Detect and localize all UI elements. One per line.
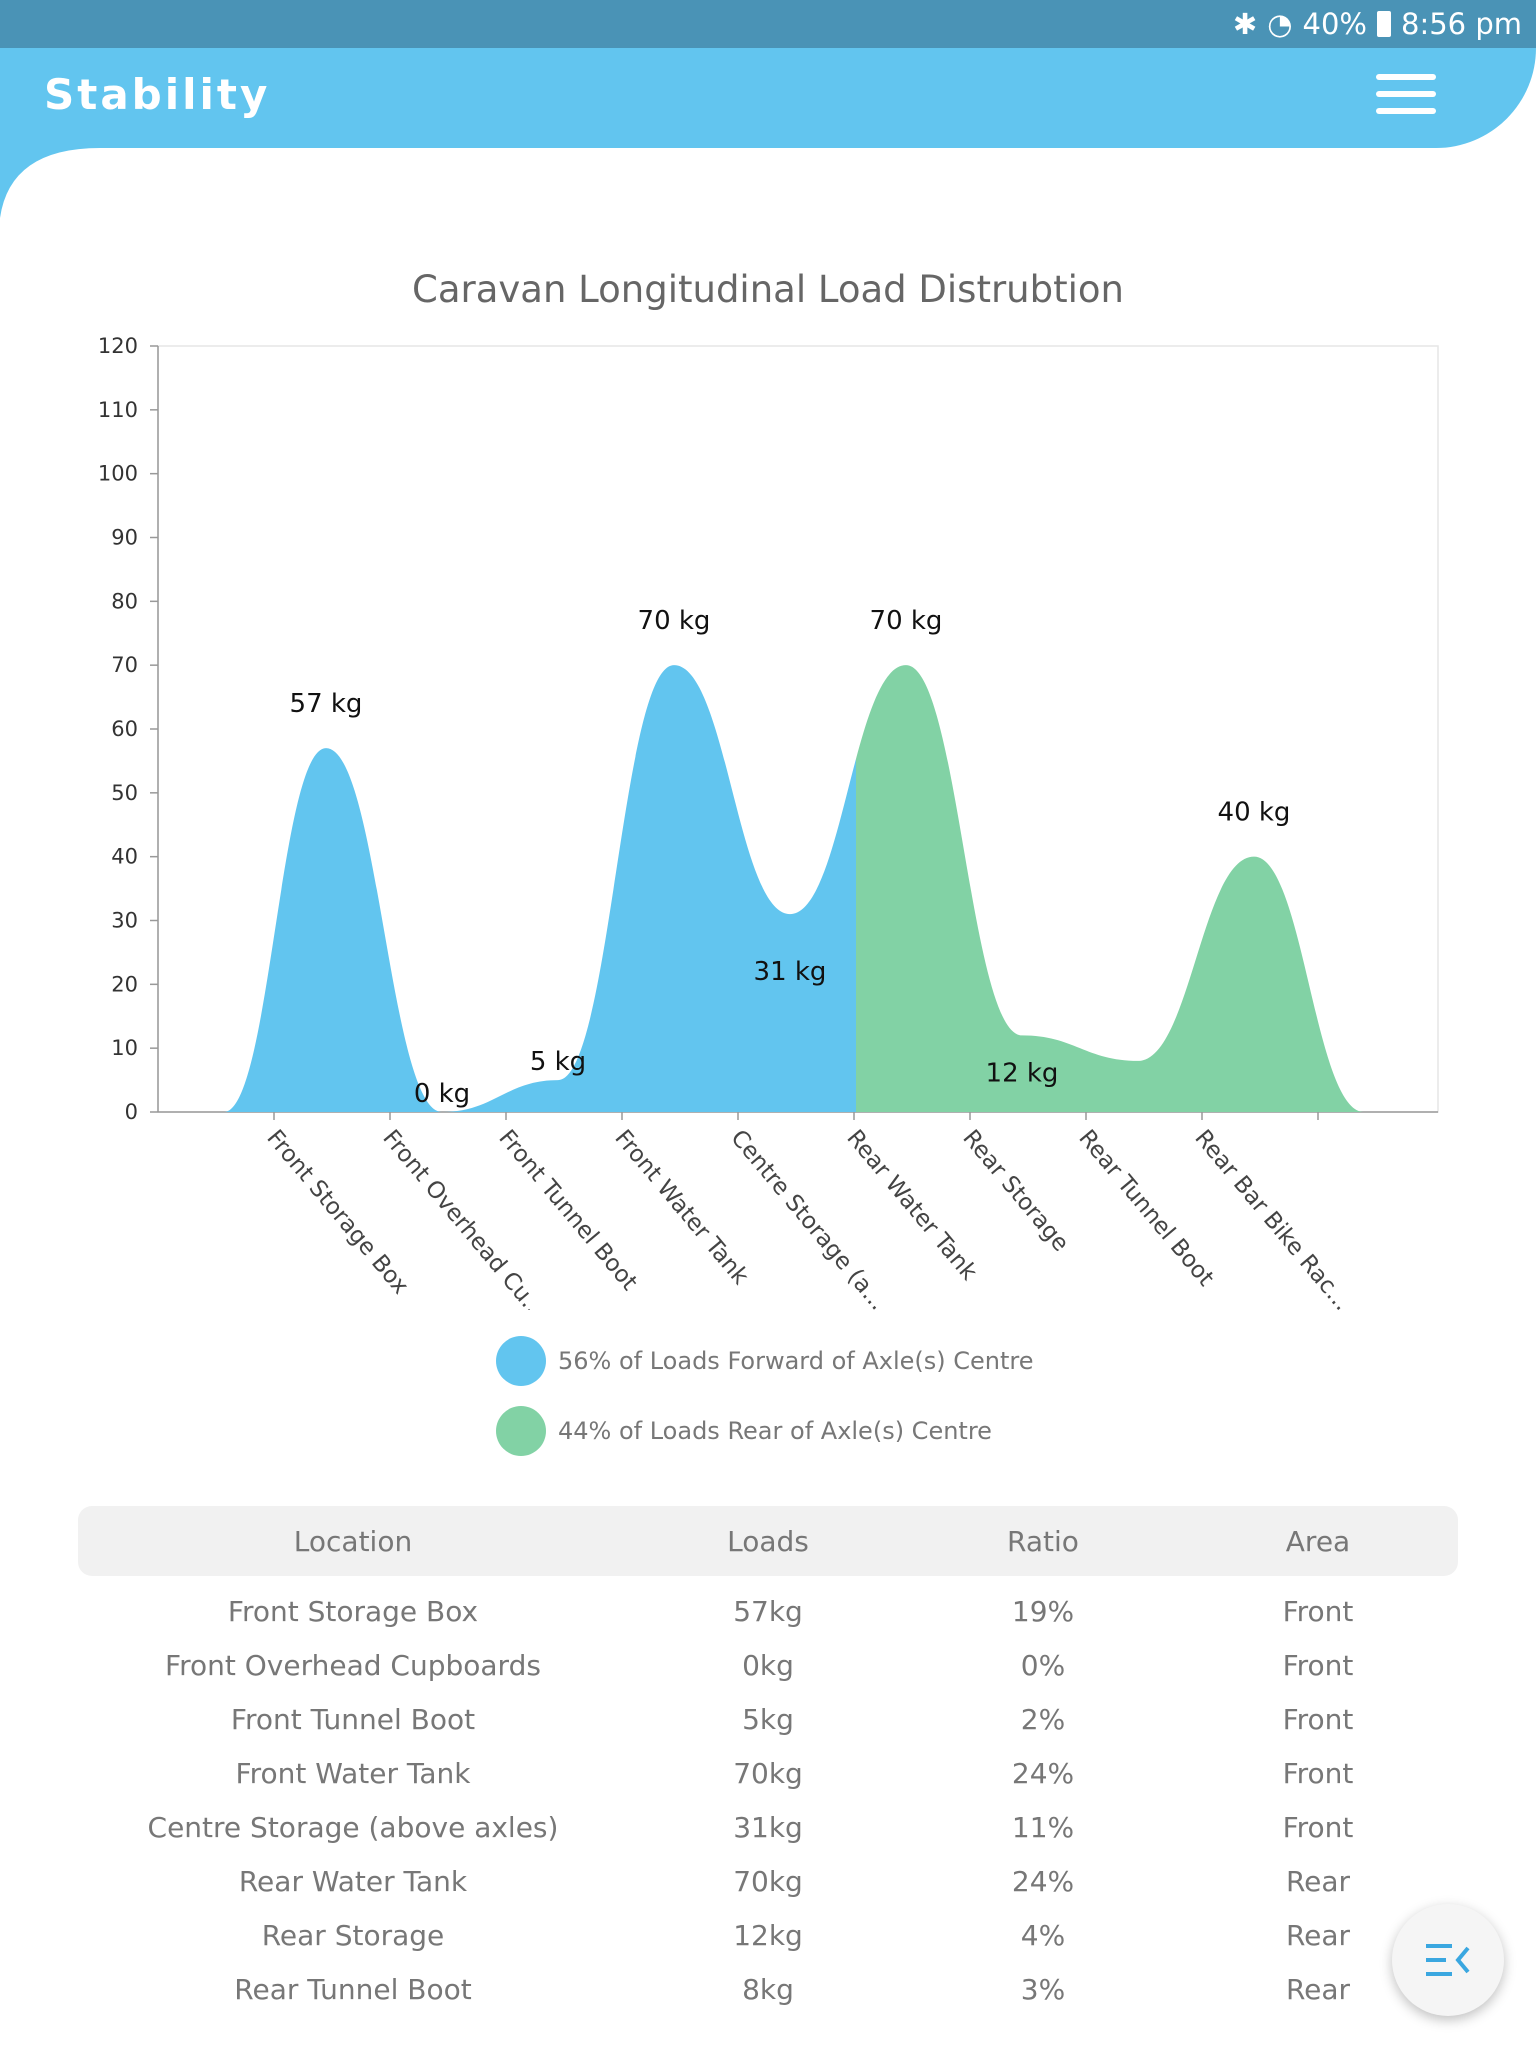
legend-rear-label: 44% of Loads Rear of Axle(s) Centre	[558, 1417, 992, 1445]
y-tick-label: 40	[111, 845, 138, 869]
cell-location: Centre Storage (above axles)	[147, 1810, 559, 1844]
cell-area: Rear	[1285, 1972, 1351, 2006]
data-label: 70 kg	[638, 606, 711, 636]
data-label: 5 kg	[530, 1047, 586, 1077]
table-row: Rear Storage 12kg 4% Rear	[78, 1908, 1458, 1962]
clock: 8:56 pm	[1401, 7, 1522, 41]
bluetooth-icon: ✱	[1232, 7, 1258, 41]
data-label: 12 kg	[986, 1058, 1059, 1088]
cell-area: Front	[1282, 1594, 1354, 1628]
status-icons: ✱ ◔ 40% 8:56 pm	[1233, 0, 1522, 48]
legend-item-rear[interactable]: 44% of Loads Rear of Axle(s) Centre	[496, 1406, 1034, 1456]
cell-area: Rear	[1285, 1864, 1351, 1898]
cell-location: Rear Water Tank	[238, 1864, 468, 1898]
cell-ratio: 2%	[1020, 1702, 1066, 1736]
cell-load: 57kg	[733, 1594, 803, 1628]
table-row: Front Storage Box 57kg 19% Front	[78, 1584, 1458, 1638]
cell-ratio: 3%	[1020, 1972, 1066, 2006]
y-tick-label: 120	[98, 334, 138, 358]
y-tick-label: 60	[111, 717, 138, 741]
y-tick-label: 0	[125, 1100, 138, 1124]
cell-location: Rear Storage	[261, 1918, 445, 1952]
cell-area: Front	[1282, 1702, 1354, 1736]
cell-load: 31kg	[733, 1810, 803, 1844]
cell-ratio: 0%	[1020, 1648, 1066, 1682]
cell-load: 70kg	[733, 1756, 803, 1790]
table-header: Location Loads Ratio Area	[78, 1506, 1458, 1576]
table-row: Rear Tunnel Boot 8kg 3% Rear	[78, 1962, 1458, 2016]
status-bar: ✱ ◔ 40% 8:56 pm	[0, 0, 1536, 48]
load-table: Location Loads Ratio Area Front Storage …	[78, 1506, 1458, 2016]
cell-location: Front Storage Box	[227, 1594, 479, 1628]
cell-load: 8kg	[742, 1972, 794, 2006]
data-label: 0 kg	[414, 1079, 470, 1109]
chart-title: Caravan Longitudinal Load Distrubtion	[412, 268, 1124, 311]
data-label: 40 kg	[1218, 798, 1291, 828]
legend-rear-swatch	[496, 1406, 546, 1456]
header-curve-decoration	[0, 148, 100, 218]
x-tick-label: Rear Storage	[957, 1125, 1073, 1257]
table-row: Front Water Tank 70kg 24% Front	[78, 1746, 1458, 1800]
app-header: Stability	[0, 48, 1536, 148]
wifi-icon: ◔	[1267, 7, 1293, 41]
forward-load-area	[224, 665, 856, 1112]
cell-ratio: 24%	[1011, 1864, 1075, 1898]
y-tick-label: 70	[111, 653, 138, 677]
x-tick-label: Rear Bar Bike Rac...	[1189, 1125, 1355, 1310]
data-label: 31 kg	[754, 957, 827, 987]
table-row: Front Tunnel Boot 5kg 2% Front	[78, 1692, 1458, 1746]
y-tick-label: 110	[98, 398, 138, 422]
cell-area: Front	[1282, 1648, 1354, 1682]
data-label: 57 kg	[290, 689, 363, 719]
header-area: Area	[1285, 1524, 1351, 1558]
chart-legend: 56% of Loads Forward of Axle(s) Centre 4…	[496, 1336, 1034, 1476]
table-row: Rear Water Tank 70kg 24% Rear	[78, 1854, 1458, 1908]
cell-load: 5kg	[742, 1702, 794, 1736]
y-tick-label: 100	[98, 462, 138, 486]
cell-ratio: 19%	[1011, 1594, 1075, 1628]
cell-location: Rear Tunnel Boot	[234, 1972, 472, 2006]
collapse-menu-icon	[1426, 1944, 1470, 1976]
header-loads: Loads	[727, 1524, 809, 1558]
y-tick-label: 80	[111, 589, 138, 613]
load-chart: 0 10 20 30 40 50 60 70 80 90 100 110 120 57 kg 0 kg 5 …	[98, 334, 1439, 1310]
cell-area: Rear	[1285, 1918, 1351, 1952]
cell-load: 70kg	[733, 1864, 803, 1898]
data-label: 70 kg	[870, 606, 943, 636]
y-tick-label: 30	[111, 909, 138, 933]
legend-item-forward[interactable]: 56% of Loads Forward of Axle(s) Centre	[496, 1336, 1034, 1386]
floating-menu-button[interactable]	[1392, 1904, 1504, 2016]
hamburger-menu-icon[interactable]	[1376, 74, 1436, 122]
battery-icon	[1377, 11, 1391, 37]
table-row: Front Overhead Cupboards 0kg 0% Front	[78, 1638, 1458, 1692]
cell-area: Front	[1282, 1810, 1354, 1844]
legend-forward-label: 56% of Loads Forward of Axle(s) Centre	[558, 1347, 1034, 1375]
header-ratio: Ratio	[1007, 1524, 1079, 1558]
battery-percent: 40%	[1302, 7, 1367, 41]
y-tick-label: 20	[111, 972, 138, 996]
y-tick-label: 10	[111, 1036, 138, 1060]
cell-ratio: 24%	[1011, 1756, 1075, 1790]
table-row: Centre Storage (above axles) 31kg 11% Fr…	[78, 1800, 1458, 1854]
page-title: Stability	[44, 70, 271, 119]
cell-load: 12kg	[733, 1918, 803, 1952]
legend-forward-swatch	[496, 1336, 546, 1386]
cell-area: Front	[1282, 1756, 1354, 1790]
rear-load-area	[856, 665, 1364, 1112]
cell-ratio: 4%	[1020, 1918, 1066, 1952]
y-tick-label: 50	[111, 781, 138, 805]
cell-location: Front Water Tank	[235, 1756, 471, 1790]
y-tick-label: 90	[111, 526, 138, 550]
x-tick-label: Rear Water Tank	[841, 1125, 982, 1286]
cell-location: Front Tunnel Boot	[230, 1702, 476, 1736]
cell-ratio: 11%	[1011, 1810, 1075, 1844]
cell-load: 0kg	[742, 1648, 794, 1682]
cell-location: Front Overhead Cupboards	[165, 1648, 541, 1682]
header-location: Location	[293, 1524, 413, 1558]
